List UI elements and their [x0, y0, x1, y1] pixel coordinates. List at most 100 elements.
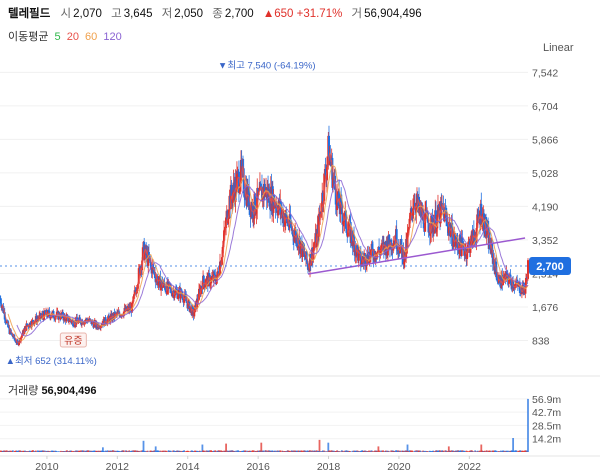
candle-body	[306, 261, 309, 265]
candle-body	[151, 265, 154, 274]
candle-body	[133, 290, 136, 295]
candle-body	[191, 306, 194, 316]
volume-bar	[63, 451, 66, 452]
candle-body	[75, 317, 78, 325]
volume-bar	[237, 450, 240, 452]
candle-body	[230, 184, 233, 197]
candle-body	[287, 221, 290, 227]
candle-body	[496, 280, 499, 282]
candle-body	[171, 292, 174, 296]
candle-body	[227, 219, 230, 224]
ma-legend-60[interactable]: 60	[85, 31, 98, 43]
volume-bar	[288, 451, 291, 452]
candle-body	[223, 230, 226, 241]
low-label: 저	[161, 8, 173, 20]
candle-body	[89, 318, 92, 320]
volume-bar	[419, 450, 422, 452]
volume-bar	[34, 450, 37, 452]
volume-bar	[183, 450, 186, 452]
volume-bar	[479, 450, 481, 452]
candle-body	[13, 338, 16, 340]
candle-body	[43, 310, 46, 314]
volume-bar	[442, 450, 445, 452]
candle-body	[153, 271, 156, 273]
candle-body	[222, 240, 225, 247]
candle-body	[259, 183, 262, 187]
candle-body	[104, 317, 107, 324]
volume-bar	[358, 451, 361, 452]
volume-bar	[395, 450, 398, 452]
volume-bar	[452, 450, 455, 452]
volume-bar	[301, 450, 303, 452]
candle-body	[293, 235, 296, 242]
candle-body	[491, 249, 494, 264]
candle-body	[88, 318, 91, 321]
volume-bar	[494, 450, 497, 452]
volume-bar	[512, 438, 515, 452]
candle-body	[208, 273, 211, 275]
volume-bar	[33, 450, 36, 452]
volume-bar	[79, 450, 82, 452]
candle-body	[183, 298, 186, 303]
high-annotation: ▼최고 7,540 (-64.19%)	[218, 60, 316, 71]
candle-body	[53, 317, 56, 319]
candle-body	[283, 219, 286, 226]
volume-bar	[311, 450, 313, 452]
price-tick-label: 838	[532, 335, 550, 347]
candle-body	[191, 306, 194, 309]
event-marker-label: 유증	[64, 335, 82, 347]
candle-body	[527, 260, 529, 279]
volume-bar	[265, 450, 267, 452]
candle-body	[361, 257, 364, 261]
volume-bar	[165, 451, 168, 452]
candle-body	[461, 237, 464, 243]
time-tick-label: 2020	[387, 461, 411, 473]
candle-body	[254, 193, 257, 214]
candle-body	[334, 189, 337, 205]
candle-body	[297, 246, 300, 248]
candle-body	[435, 228, 438, 232]
candle-body	[78, 317, 81, 320]
scale-toggle-button[interactable]: Linear	[543, 42, 574, 54]
candle-body	[203, 282, 206, 288]
candle-body	[67, 315, 70, 322]
ma-legend-20[interactable]: 20	[66, 31, 79, 43]
candle-body	[470, 235, 473, 247]
candle-body	[340, 198, 343, 202]
volume-bar	[112, 450, 114, 452]
volume-bar	[277, 450, 280, 452]
candle-body	[240, 159, 243, 170]
candle-body	[65, 316, 68, 322]
candle-body	[456, 241, 459, 249]
ma-legend-5[interactable]: 5	[54, 31, 61, 43]
candle-body	[11, 333, 14, 336]
candle-body	[219, 261, 221, 275]
candle-body	[524, 287, 527, 294]
candle-body	[160, 284, 163, 291]
candle-body	[218, 274, 221, 275]
candle-body	[449, 231, 452, 237]
volume-bar	[143, 450, 146, 452]
candle-body	[307, 264, 309, 270]
candle-body	[173, 294, 176, 298]
volume-bar	[142, 440, 145, 452]
candle-body	[239, 159, 242, 184]
volume-bar	[5, 450, 8, 452]
candle-body	[359, 250, 362, 253]
candle-body	[409, 208, 412, 216]
volume-bar	[162, 450, 165, 452]
ma-legend-120[interactable]: 120	[103, 31, 122, 43]
candle-body	[205, 278, 208, 285]
volume-bar	[384, 450, 387, 452]
candle-body	[223, 229, 226, 231]
candle-body	[72, 326, 75, 327]
volume-bar	[515, 450, 518, 452]
volume-bar	[114, 450, 116, 452]
candle-body	[280, 212, 283, 215]
candle-body	[2, 306, 5, 314]
open-label: 시	[60, 8, 72, 20]
candle-body	[326, 157, 329, 168]
volume-bar	[415, 450, 418, 452]
candle-body	[339, 198, 342, 215]
